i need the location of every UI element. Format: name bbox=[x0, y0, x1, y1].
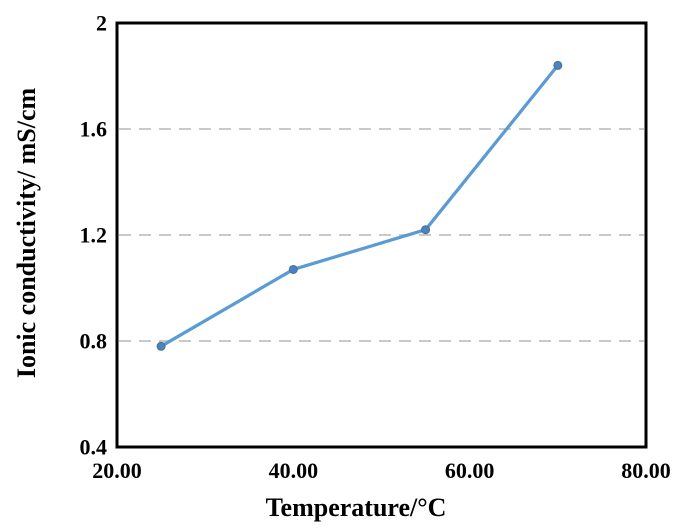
x-tick-label: 80.00 bbox=[621, 458, 671, 483]
y-axis-title: Ionic conductivity/ mS/cm bbox=[12, 87, 41, 379]
data-point-marker bbox=[288, 264, 298, 274]
x-axis-title: Temperature/°C bbox=[265, 493, 447, 522]
plot-border bbox=[115, 21, 648, 449]
x-tick-label: 40.00 bbox=[269, 458, 319, 483]
y-tick-label: 1.6 bbox=[80, 117, 108, 142]
data-point-marker bbox=[553, 60, 563, 70]
y-tick-label: 0.8 bbox=[80, 329, 108, 354]
x-tick-label: 20.00 bbox=[92, 458, 142, 483]
x-tick-label: 60.00 bbox=[445, 458, 495, 483]
y-tick-label: 0.4 bbox=[80, 435, 108, 460]
data-point-marker bbox=[421, 225, 431, 235]
data-line bbox=[159, 63, 560, 348]
y-tick-label: 1.2 bbox=[80, 223, 108, 248]
data-point-marker bbox=[156, 341, 166, 351]
y-tick-label: 2 bbox=[96, 11, 107, 36]
